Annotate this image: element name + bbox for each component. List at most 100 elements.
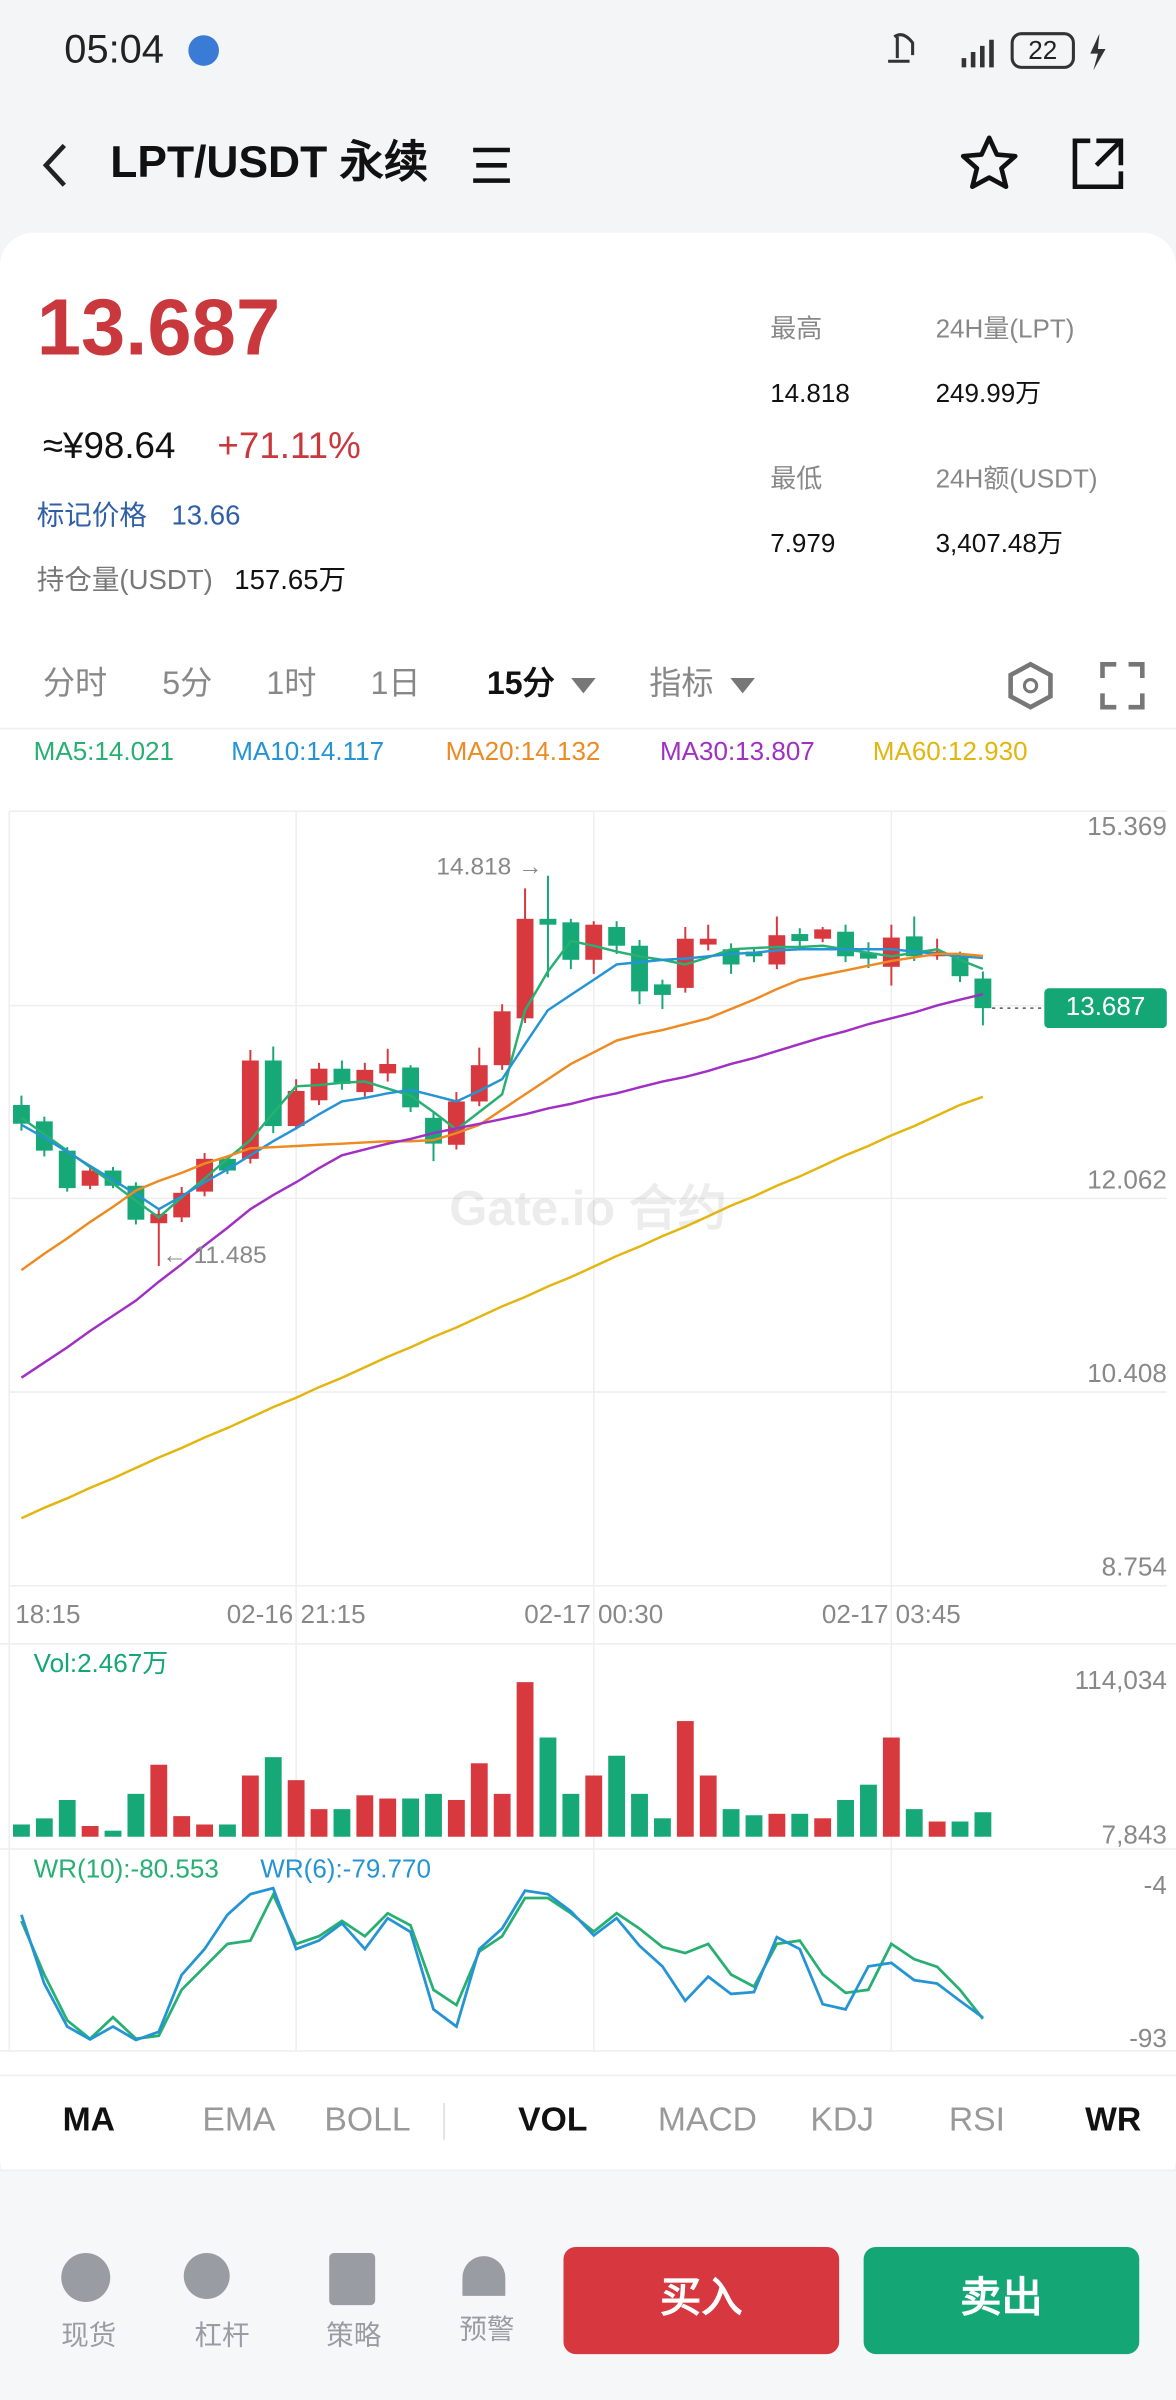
indicator-tab-active[interactable]: VOL xyxy=(518,2101,587,2138)
buy-button[interactable] xyxy=(563,2246,840,2355)
indicator-tab[interactable]: RSI xyxy=(949,2101,1005,2138)
back-button[interactable] xyxy=(42,143,67,187)
volume-bar xyxy=(287,1780,305,1837)
y-tick-label: -4 xyxy=(1144,1870,1167,1900)
buy-label[interactable]: 买入 xyxy=(660,2274,743,2320)
cny-price: ≈¥98.64 xyxy=(43,425,176,466)
settings-dot xyxy=(1022,678,1039,694)
candle-body xyxy=(447,1101,465,1145)
ma-line xyxy=(20,952,984,1272)
sell-label[interactable]: 卖出 xyxy=(960,2274,1043,2320)
nav-label[interactable]: 预警 xyxy=(459,2313,514,2344)
indicator-tab[interactable]: BOLL xyxy=(324,2101,410,2138)
sell-button[interactable] xyxy=(863,2246,1140,2355)
battery-icon xyxy=(1010,32,1075,69)
fullscreen-button[interactable] xyxy=(1100,661,1145,710)
indicator-tab[interactable]: KDJ xyxy=(810,2101,874,2138)
timeframe-tab[interactable]: 5分 xyxy=(162,665,212,701)
alert-icon[interactable] xyxy=(462,2256,506,2296)
volume-bar xyxy=(58,1799,76,1837)
volume-bar xyxy=(310,1809,328,1837)
favorite-button[interactable] xyxy=(960,135,1018,190)
candle-body xyxy=(81,1170,99,1186)
chart-title: Vol:2.467万 xyxy=(34,1648,169,1678)
menu-icon[interactable] xyxy=(473,147,510,183)
last-price: 13.687 xyxy=(37,283,281,372)
dropdown-arrow xyxy=(730,678,755,694)
wr-line xyxy=(20,1886,984,2042)
mark-price: 13.66 xyxy=(171,500,240,531)
candle-body xyxy=(58,1150,76,1189)
timeframe-tab[interactable]: 1时 xyxy=(266,665,316,701)
pair-title[interactable]: LPT/USDT 永续 xyxy=(110,138,428,187)
indicator-tab[interactable]: MACD xyxy=(658,2101,757,2138)
battery-level: 22 xyxy=(1028,35,1057,65)
legend-entry: MA10:14.117 xyxy=(231,736,384,766)
change-percent: +71.11% xyxy=(217,425,360,466)
nav-label[interactable]: 策略 xyxy=(326,2320,382,2351)
dropdown-arrow xyxy=(571,678,596,694)
stat-value: 249.99万 xyxy=(936,378,1042,408)
stat-value: 7.979 xyxy=(770,528,835,558)
candle-body xyxy=(264,1060,282,1127)
y-tick-label: -93 xyxy=(1129,2023,1167,2053)
margin-icon[interactable] xyxy=(183,2253,230,2299)
volume-bar xyxy=(173,1816,191,1837)
x-tick-label: 02-16 21:15 xyxy=(227,1599,366,1629)
candle-body xyxy=(585,924,603,960)
signal-icon xyxy=(961,39,994,68)
y-tick-label: 10.408 xyxy=(1087,1358,1167,1388)
volume-bar xyxy=(127,1793,145,1837)
candle-body xyxy=(608,927,626,946)
volume-bar xyxy=(356,1795,374,1837)
indicator-tab-active[interactable]: WR xyxy=(1085,2101,1141,2138)
spot-icon[interactable] xyxy=(61,2253,111,2303)
timeframe-tab[interactable]: 分时 xyxy=(43,665,107,701)
volume-bar xyxy=(402,1798,420,1837)
nav-label[interactable]: 杠杆 xyxy=(194,2320,249,2351)
volume-bar xyxy=(722,1809,740,1837)
candle-body xyxy=(814,929,832,939)
volume-bar xyxy=(745,1815,763,1837)
legend-entry: MA30:13.807 xyxy=(660,736,815,766)
indicator-tab-active[interactable]: MA xyxy=(63,2101,115,2138)
legend-entry: WR(10):-80.553 xyxy=(34,1853,219,1883)
last-price-tag xyxy=(1044,988,1167,1029)
volume-bar xyxy=(974,1812,992,1837)
timeframe-tab[interactable]: 1日 xyxy=(371,665,421,701)
candle-body xyxy=(287,1090,305,1127)
volume-bar xyxy=(562,1793,580,1837)
volume-bar xyxy=(333,1809,351,1837)
annotation: 14.818 → xyxy=(436,853,542,880)
legend-entry: MA60:12.930 xyxy=(873,736,1028,766)
timeframe-tab-active[interactable]: 15分 xyxy=(487,665,555,701)
legend-entry: MA5:14.021 xyxy=(34,736,174,766)
volume-bar xyxy=(516,1682,534,1837)
indicator-tab[interactable]: EMA xyxy=(202,2101,276,2138)
card xyxy=(0,232,1176,2192)
volume-bar xyxy=(150,1764,168,1837)
volume-bar xyxy=(196,1824,213,1837)
indicator-menu[interactable]: 指标 xyxy=(649,665,713,701)
y-tick-label: 7,843 xyxy=(1102,1820,1167,1850)
stat-value: 14.818 xyxy=(770,378,850,408)
nav-label[interactable]: 现货 xyxy=(61,2320,116,2351)
strategy-icon[interactable] xyxy=(329,2253,376,2306)
volume-bar xyxy=(951,1821,969,1837)
ma-line xyxy=(20,992,984,1379)
volume-bar xyxy=(219,1824,236,1837)
volume-bar xyxy=(791,1813,809,1837)
mark-price-label: 标记价格 xyxy=(37,500,147,531)
volume-bar xyxy=(676,1721,694,1837)
candle-body xyxy=(333,1068,351,1084)
stat-label: 最低 xyxy=(770,463,822,493)
mute-icon xyxy=(888,33,915,63)
settings-button[interactable] xyxy=(1008,661,1053,710)
volume-bar xyxy=(837,1799,854,1837)
candle-body xyxy=(219,1158,236,1171)
volume-bar xyxy=(539,1737,557,1837)
share-button[interactable] xyxy=(1072,138,1124,190)
status-icon xyxy=(188,35,219,66)
candle-body xyxy=(35,1121,53,1151)
